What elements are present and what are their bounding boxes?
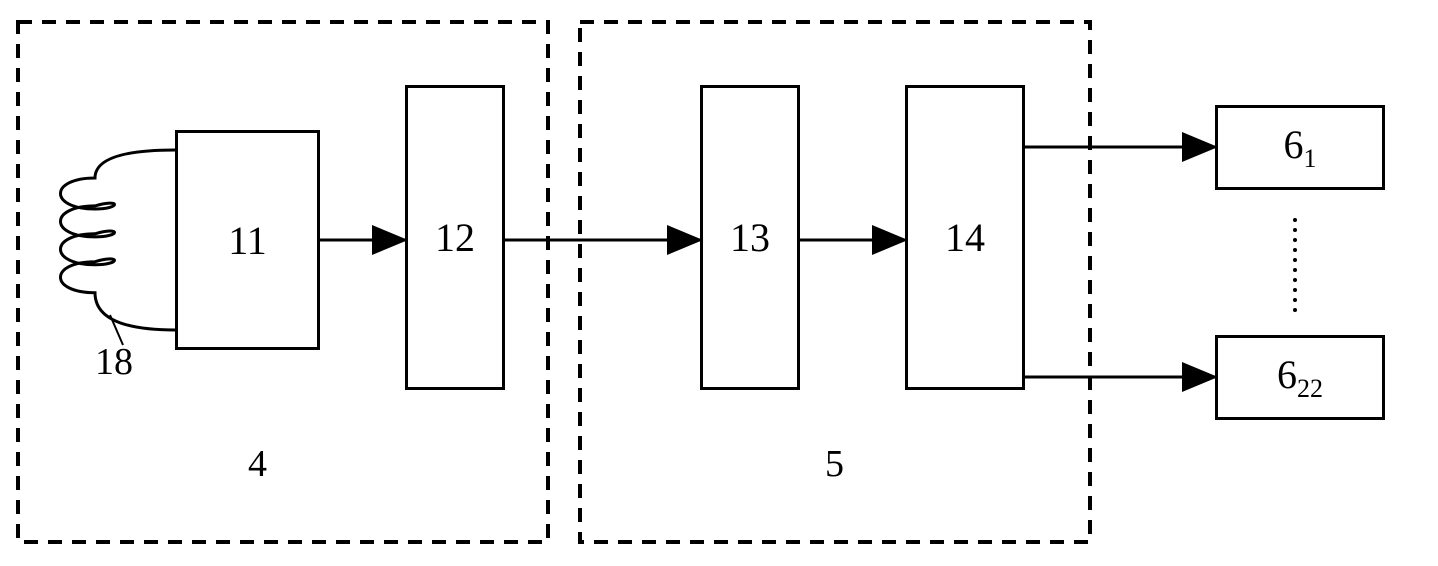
group-label-4: 4: [248, 442, 267, 486]
block-11-label: 11: [228, 217, 267, 264]
block-12: 12: [405, 85, 505, 390]
block-13: 13: [700, 85, 800, 390]
block-6-22-label: 622: [1277, 351, 1323, 404]
ellipsis-vertical-icon: [1293, 218, 1297, 312]
block-12-label: 12: [435, 214, 475, 261]
block-13-label: 13: [730, 214, 770, 261]
block-11: 11: [175, 130, 320, 350]
coil-label-18: 18: [95, 340, 133, 384]
group-label-5: 5: [825, 442, 844, 486]
block-14: 14: [905, 85, 1025, 390]
block-14-label: 14: [945, 214, 985, 261]
block-6-22: 622: [1215, 335, 1385, 420]
block-6-1: 61: [1215, 105, 1385, 190]
block-6-1-label: 61: [1284, 121, 1317, 174]
